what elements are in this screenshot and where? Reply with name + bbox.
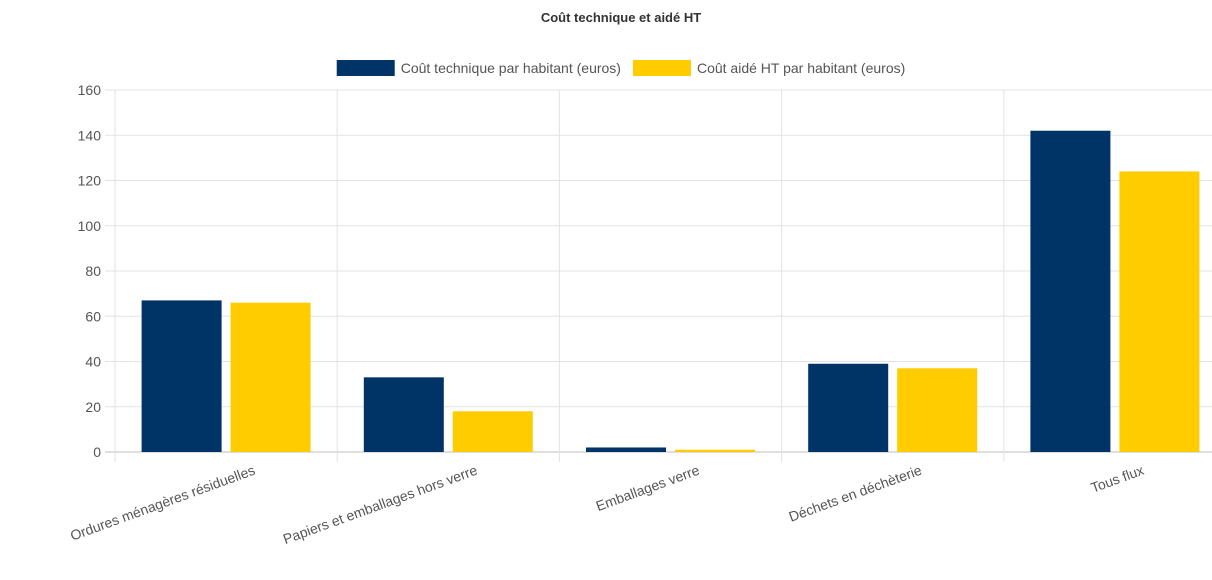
x-tick-label-4: Tous flux <box>1089 462 1146 496</box>
bar-cout-technique-2 <box>586 447 666 452</box>
bars <box>141 130 1200 452</box>
y-tick-label-6: 120 <box>78 173 102 189</box>
y-tick-label-1: 20 <box>85 399 101 415</box>
legend-swatch-0 <box>336 60 395 76</box>
x-tick-label-0: Ordures ménagères résiduelles <box>68 462 257 544</box>
y-tick-label-0: 0 <box>93 444 101 460</box>
bar-cout-technique-1 <box>363 377 444 452</box>
bar-cout-aide-0 <box>230 302 311 452</box>
bar-cout-aide-3 <box>897 368 978 452</box>
x-tick-label-3: Déchets en déchèterie <box>787 462 924 525</box>
y-tick-label-7: 140 <box>78 127 102 143</box>
bar-cout-technique-4 <box>1030 130 1111 452</box>
bar-cout-technique-0 <box>141 300 222 452</box>
y-tick-label-8: 160 <box>78 82 102 98</box>
y-tick-label-2: 40 <box>85 354 101 370</box>
x-tick-label-2: Emballages verre <box>594 462 702 514</box>
y-tick-label-5: 100 <box>78 218 102 234</box>
chart-title: Coût technique et aidé HT <box>541 10 701 25</box>
legend-swatch-1 <box>632 60 691 76</box>
bar-cout-aide-2 <box>675 449 755 452</box>
bar-cout-aide-4 <box>1119 171 1200 452</box>
legend: Coût technique par habitant (euros) Coût … <box>336 60 905 76</box>
x-axis-ticks: Ordures ménagères résiduelles Papiers et … <box>68 462 1146 547</box>
y-axis-ticks: 0 20 40 60 80 100 120 140 160 <box>78 82 102 460</box>
y-tick-label-4: 80 <box>85 263 101 279</box>
y-tick-label-3: 60 <box>85 308 101 324</box>
bar-cout-technique-3 <box>808 363 889 452</box>
x-tick-label-1: Papiers et emballages hors verre <box>281 462 480 547</box>
legend-label-0: Coût technique par habitant (euros) <box>401 60 621 76</box>
bar-cout-aide-1 <box>452 411 533 452</box>
legend-label-1: Coût aidé HT par habitant (euros) <box>697 60 905 76</box>
